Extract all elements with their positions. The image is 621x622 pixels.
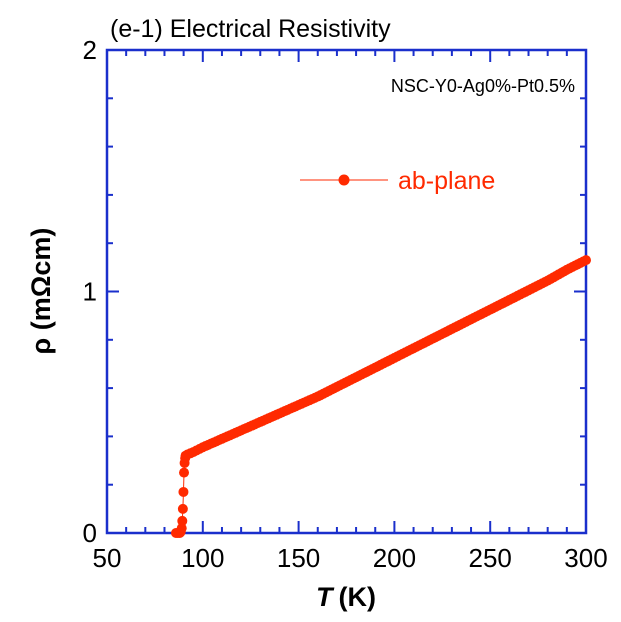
y-tick-label: 2: [83, 35, 97, 65]
y-tick-label: 1: [83, 277, 97, 307]
legend: ab-plane: [300, 167, 495, 195]
x-axis-label: T (K): [316, 582, 376, 612]
x-tick-labels: 50 100 150 200 250 300: [93, 543, 608, 573]
x-axis-unit: (K): [339, 582, 376, 612]
x-tick-label: 250: [469, 543, 512, 573]
data-point: [179, 467, 190, 478]
series-ab-plane: [170, 255, 591, 538]
chart-title: (e-1) Electrical Resistivity: [110, 15, 391, 43]
series-line: [175, 259, 587, 534]
data-point: [177, 515, 188, 526]
y-tick-label: 0: [83, 518, 97, 548]
sample-annotation: NSC-Y0-Ag0%-Pt0.5%: [391, 76, 575, 96]
y-tick-labels: 0 1 2: [83, 35, 97, 548]
y-axis-label: ρ (mΩcm): [26, 228, 56, 355]
legend-label: ab-plane: [398, 167, 495, 195]
x-tick-label: 200: [373, 543, 416, 573]
data-point: [581, 255, 591, 266]
x-tick-label: 100: [181, 543, 224, 573]
data-point: [176, 523, 187, 534]
x-tick-label: 50: [93, 543, 122, 573]
x-axis-symbol: T: [316, 582, 335, 612]
x-tick-label: 150: [277, 543, 320, 573]
legend-marker: [338, 174, 350, 186]
data-point: [177, 503, 188, 514]
x-tick-label: 300: [564, 543, 607, 573]
axis-ticks: [106, 49, 587, 534]
plot-frame: [105, 48, 588, 535]
data-point: [178, 486, 189, 497]
